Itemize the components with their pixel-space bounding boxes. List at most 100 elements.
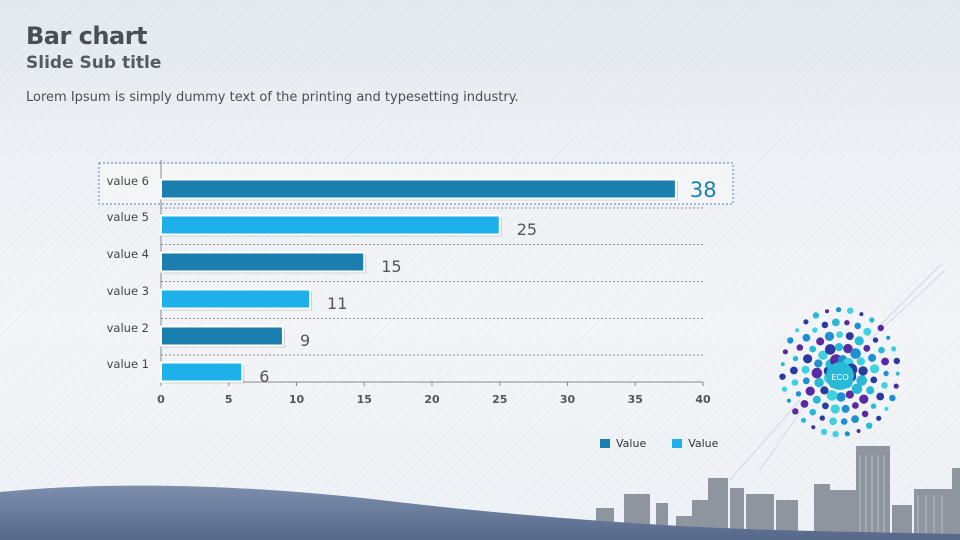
globe-dot bbox=[866, 386, 875, 395]
x-tick-label: 40 bbox=[695, 393, 711, 406]
globe-dot bbox=[782, 349, 789, 355]
globe-dot bbox=[786, 398, 791, 403]
globe-dot bbox=[876, 415, 882, 421]
globe-dot bbox=[851, 415, 859, 423]
globe-dot bbox=[870, 403, 877, 409]
globe-dot bbox=[845, 332, 854, 341]
category-label: value 1 bbox=[107, 357, 149, 371]
globe-dot bbox=[881, 382, 888, 389]
globe-dot bbox=[818, 350, 828, 360]
x-tick-label: 20 bbox=[424, 393, 440, 406]
globe-dot bbox=[883, 370, 889, 377]
globe-dot bbox=[811, 425, 816, 430]
globe-dot bbox=[884, 406, 889, 411]
data-label: 9 bbox=[300, 331, 310, 350]
globe-dot bbox=[878, 346, 885, 354]
globe-dot bbox=[863, 327, 872, 336]
globe-dot bbox=[824, 344, 836, 355]
globe-dot bbox=[870, 376, 878, 384]
eco-globe: ECO bbox=[779, 307, 900, 438]
globe-dot bbox=[802, 377, 810, 385]
globe-dot bbox=[836, 331, 843, 338]
globe-dot bbox=[819, 415, 825, 421]
globe-dot bbox=[847, 307, 854, 314]
data-label: 15 bbox=[381, 257, 401, 276]
globe-dot bbox=[854, 336, 864, 346]
globe-dot bbox=[800, 400, 809, 408]
globe-dot bbox=[840, 418, 848, 425]
globe-dot bbox=[859, 312, 864, 317]
globe-dot bbox=[856, 357, 866, 366]
globe-dot bbox=[851, 383, 863, 395]
globe-dot bbox=[891, 346, 897, 352]
labels: 0 5 10 15 20 25 30 35 40 value 1 6 value 2 9 value 3 1… bbox=[107, 174, 717, 406]
globe-dot bbox=[829, 417, 837, 426]
globe-dot bbox=[886, 335, 891, 340]
globe-dot bbox=[811, 367, 823, 379]
x-tick-label: 25 bbox=[492, 393, 507, 406]
globe-dot bbox=[822, 402, 829, 410]
globe-dot bbox=[820, 386, 829, 395]
legend-swatch-1 bbox=[600, 439, 610, 448]
globe-dot bbox=[809, 345, 817, 353]
globe-dot bbox=[790, 366, 798, 375]
globe-dot bbox=[843, 343, 853, 354]
slide-body-text: Lorem Ipsum is simply dummy text of the … bbox=[26, 90, 519, 105]
globe-dot bbox=[826, 390, 838, 401]
x-tick-label: 10 bbox=[289, 393, 305, 406]
bar bbox=[160, 288, 312, 310]
globe-dot bbox=[895, 371, 900, 376]
globe-dot bbox=[812, 327, 818, 333]
ground-hill bbox=[0, 485, 960, 540]
x-tick-label: 15 bbox=[357, 393, 372, 406]
globe-dot bbox=[787, 337, 794, 344]
x-tick-label: 35 bbox=[628, 393, 643, 406]
category-label: value 4 bbox=[107, 247, 149, 261]
globe-dot bbox=[856, 375, 867, 386]
data-label: 38 bbox=[690, 178, 717, 202]
globe-dot bbox=[834, 343, 844, 352]
slide-title: Bar chart bbox=[26, 22, 148, 50]
x-tick-label: 0 bbox=[157, 393, 165, 406]
bar bbox=[160, 178, 677, 200]
globe-dot bbox=[803, 354, 813, 364]
legend-label-2: Value bbox=[688, 437, 719, 450]
slide-subtitle: Slide Sub title bbox=[26, 53, 162, 73]
globe-dot bbox=[877, 324, 884, 332]
globe-dot bbox=[779, 373, 786, 380]
globe-dot bbox=[803, 319, 809, 325]
globe-dot bbox=[801, 365, 810, 374]
globe-dot bbox=[872, 337, 879, 343]
bar bbox=[160, 251, 366, 273]
globe-dot bbox=[844, 431, 850, 437]
globe-dot bbox=[780, 362, 785, 367]
x-tick-label: 5 bbox=[225, 393, 233, 406]
category-label: value 2 bbox=[107, 321, 149, 335]
legend-item-2: Value bbox=[672, 437, 718, 450]
globe-dot bbox=[893, 357, 900, 365]
globe-dot bbox=[816, 337, 825, 346]
globe-dot bbox=[893, 383, 899, 389]
x-tick-label: 30 bbox=[560, 393, 576, 406]
globe-dot bbox=[805, 386, 815, 396]
globe-dot bbox=[812, 312, 820, 319]
globe-dot bbox=[821, 321, 829, 329]
globe-dot bbox=[868, 353, 877, 362]
legend-item-1: Value bbox=[600, 437, 646, 450]
globe-dot bbox=[795, 391, 802, 397]
globe-dot bbox=[861, 410, 869, 418]
globe-center-circle bbox=[826, 362, 854, 390]
globe-label: ECO bbox=[831, 373, 848, 382]
globe-dot bbox=[858, 366, 868, 376]
globe-dot bbox=[863, 344, 871, 352]
globe-dot bbox=[824, 331, 835, 341]
globe-dot bbox=[856, 429, 861, 433]
globe-dot bbox=[844, 320, 850, 326]
globe-dot bbox=[831, 318, 840, 327]
data-label: 25 bbox=[517, 220, 537, 239]
legend-swatch-2 bbox=[672, 439, 683, 448]
globe-dot bbox=[825, 309, 829, 314]
bar bbox=[160, 214, 501, 236]
globe-dot bbox=[802, 333, 811, 342]
globe-dot bbox=[814, 377, 824, 388]
